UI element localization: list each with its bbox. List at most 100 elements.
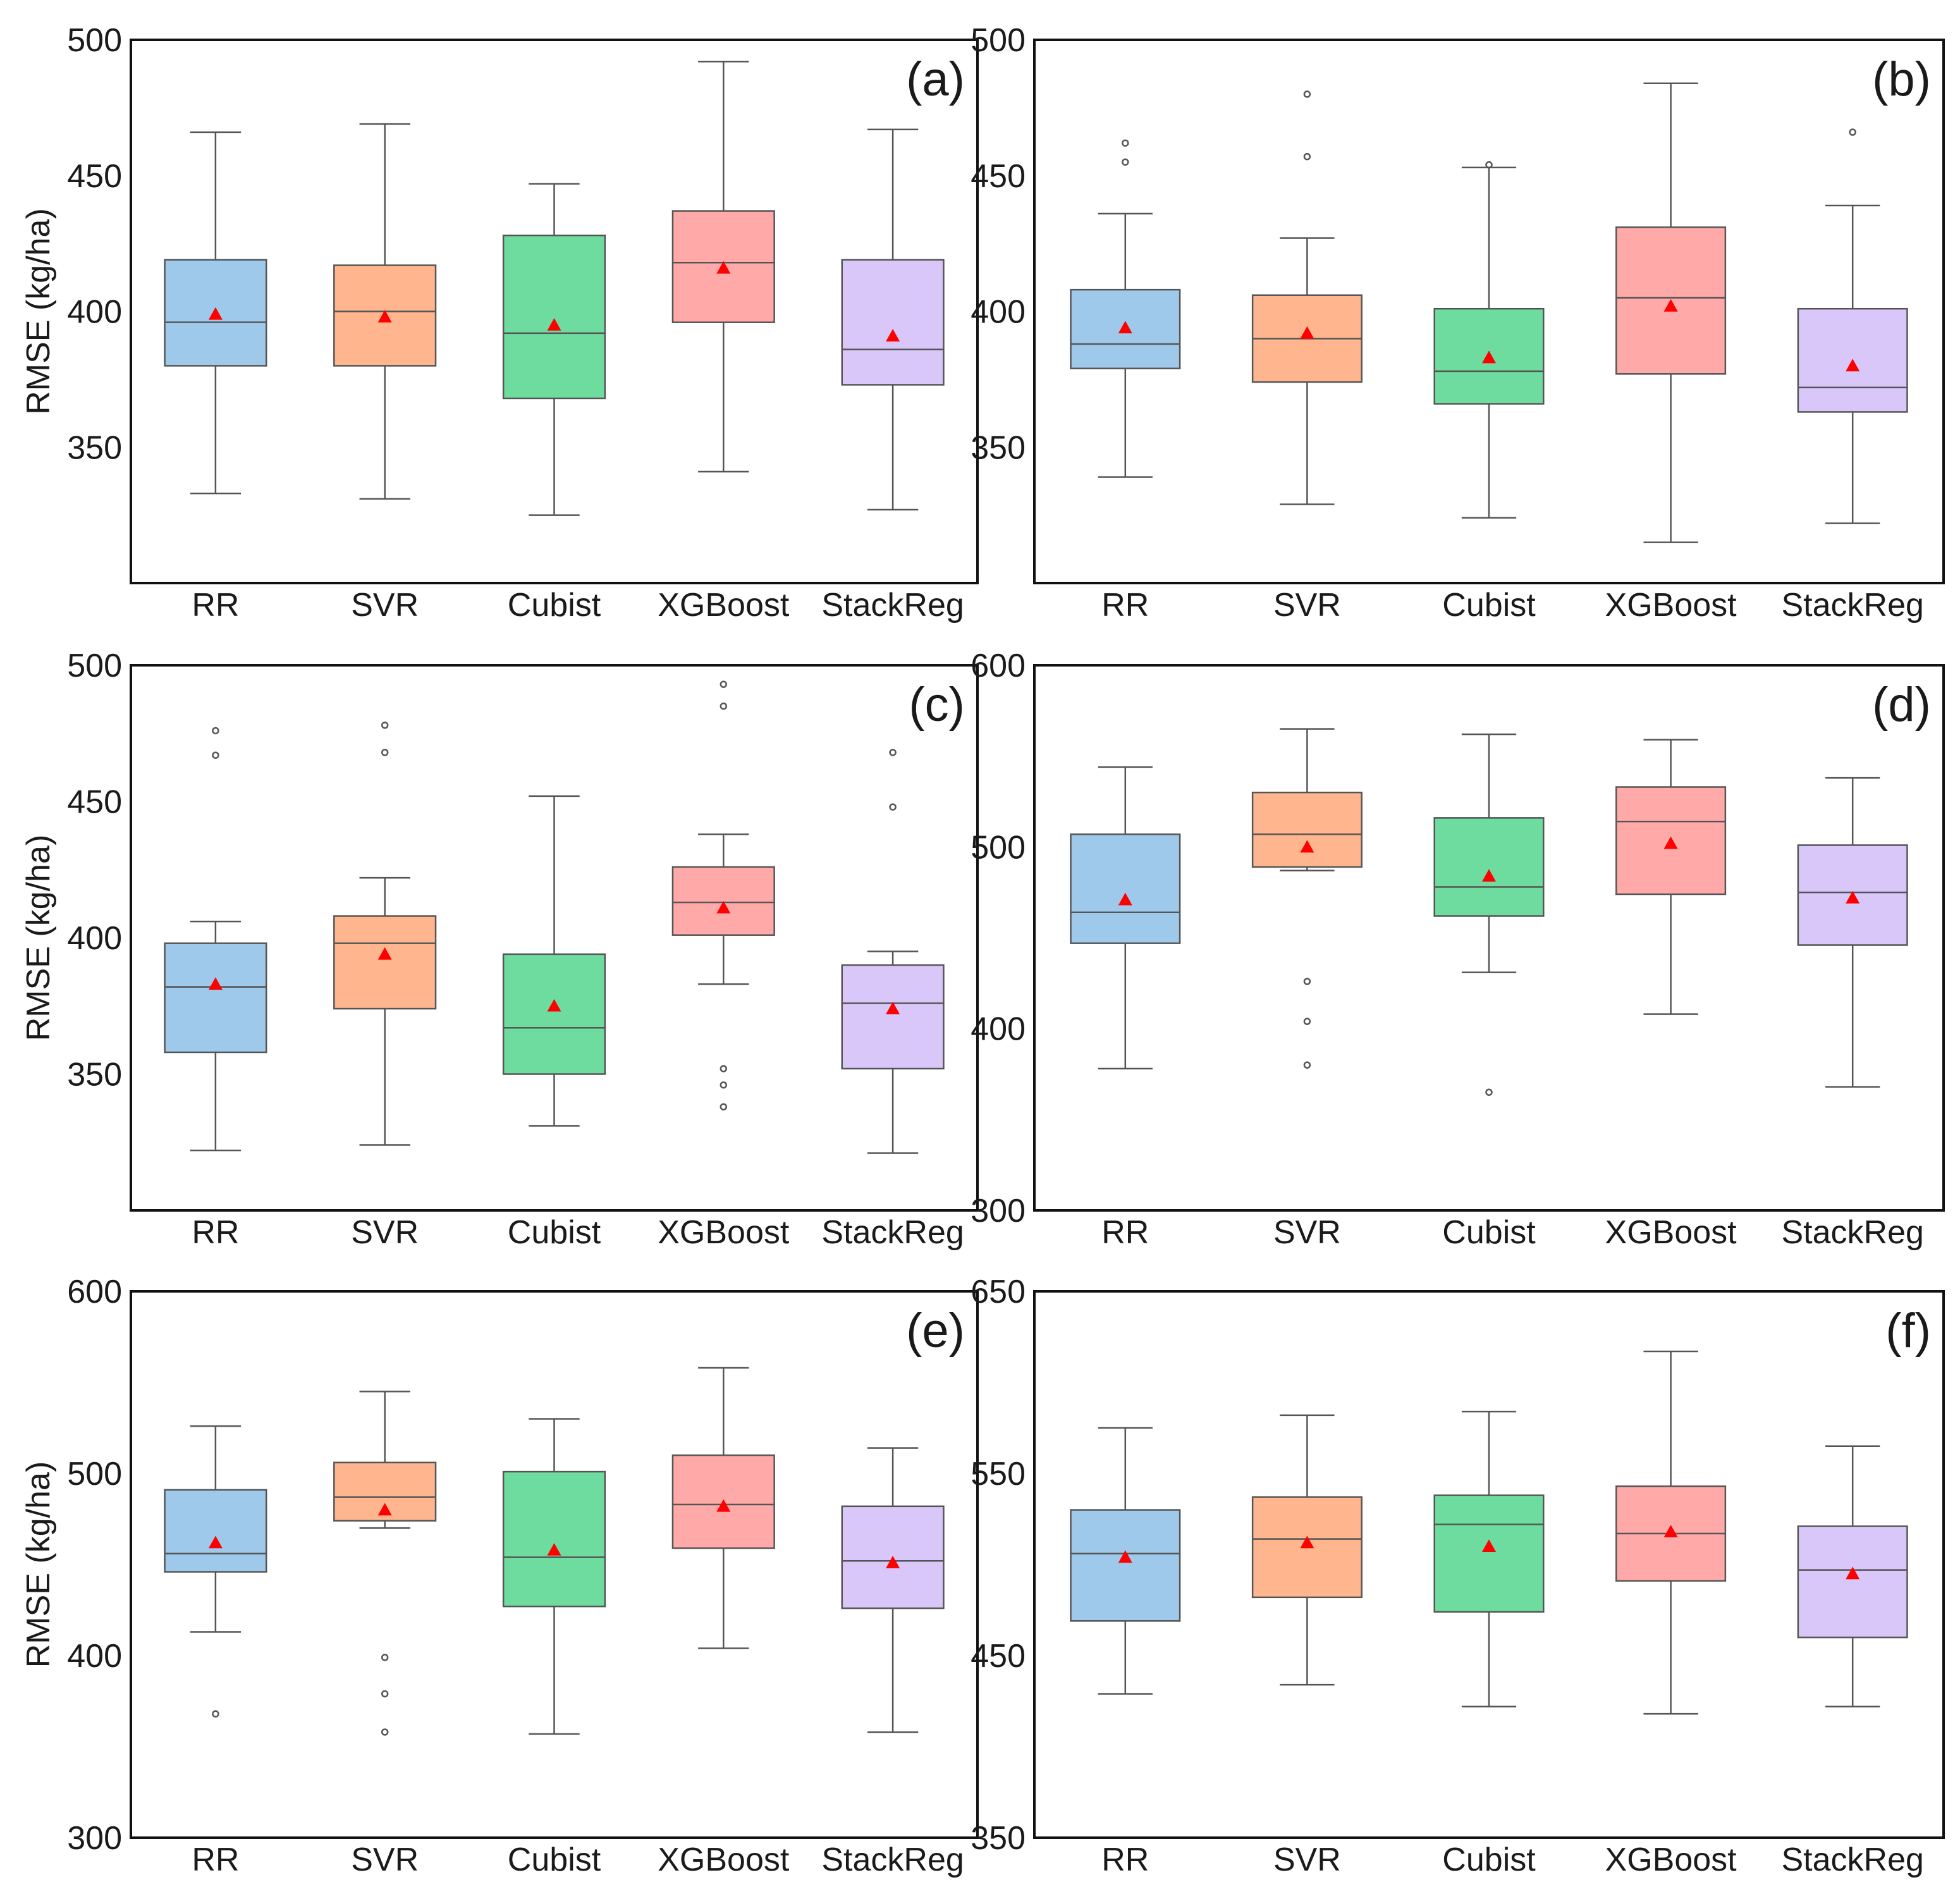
y-tick-label: 600	[67, 1274, 122, 1310]
y-tick-label: 300	[67, 1820, 122, 1857]
iqr-box	[1251, 791, 1363, 868]
x-tick-label: SVR	[351, 587, 419, 624]
panel-e: RR SVR Cubist XGBoost StackReg 300 400 500 600 (e…	[20, 1274, 979, 1878]
panel-label: (f)	[1885, 1304, 1931, 1358]
panel-label: (d)	[1872, 678, 1931, 732]
x-tick-label: XGBoost	[1605, 1842, 1737, 1878]
panel-b: RR SVR Cubist XGBoost StackReg 350 400 450 500 (b…	[971, 22, 1945, 624]
iqr-box	[1070, 833, 1181, 944]
mean-marker	[208, 307, 223, 320]
y-tick-label: 450	[971, 158, 1026, 195]
outlier-point	[889, 803, 897, 811]
mean-marker	[1482, 869, 1496, 882]
x-tick-label: StackReg	[1781, 1214, 1923, 1251]
iqr-box	[1433, 1494, 1545, 1613]
mean-marker	[377, 310, 392, 323]
box-rr	[164, 131, 267, 495]
mean-marker	[377, 947, 392, 960]
iqr-box	[841, 964, 945, 1070]
outlier-point	[1122, 139, 1129, 147]
mean-marker	[886, 329, 900, 341]
x-tick-label: Cubist	[508, 1842, 601, 1878]
y-tick-label: 550	[971, 1456, 1026, 1492]
box-stackreg	[1797, 1445, 1908, 1707]
outlier-point	[1303, 1018, 1311, 1025]
mean-marker	[1118, 892, 1132, 906]
box-xgboost	[671, 1367, 775, 1649]
outlier-point	[720, 1065, 728, 1073]
mean-marker	[1663, 836, 1678, 849]
y-tick-label: 450	[67, 158, 122, 195]
y-tick-label: 400	[971, 1011, 1026, 1048]
iqr-box	[841, 259, 945, 386]
box-stackreg	[1797, 777, 1908, 1088]
y-tick-label: 500	[971, 829, 1026, 866]
axes-frame	[130, 664, 979, 1212]
outlier-point	[381, 722, 389, 729]
panel-label: (e)	[906, 1304, 965, 1358]
mean-marker	[208, 977, 223, 990]
y-tick-label: 500	[67, 648, 122, 684]
x-tick-label: SVR	[1273, 1214, 1341, 1251]
axes-frame	[130, 39, 979, 584]
box-xgboost	[1615, 82, 1727, 543]
outlier-point	[1303, 1061, 1311, 1069]
outlier-point	[212, 727, 219, 735]
y-tick-label: 400	[67, 920, 122, 957]
axes-frame	[1033, 664, 1945, 1212]
y-tick-label: 400	[971, 294, 1026, 331]
box-stackreg	[1797, 128, 1908, 524]
panel-c: RR SVR Cubist XGBoost StackReg 350 400 450 500 (c…	[20, 648, 979, 1251]
mean-marker	[716, 261, 731, 274]
y-axis-label: RMSE (kg/ha)	[20, 1461, 57, 1668]
x-tick-label: RR	[192, 1842, 239, 1878]
y-tick-label: 600	[971, 648, 1026, 684]
y-tick-label: 300	[971, 1193, 1026, 1229]
x-tick-label: StackReg	[821, 587, 964, 624]
x-tick-label: StackReg	[1781, 587, 1923, 624]
mean-marker	[1118, 321, 1132, 334]
panel-label: (c)	[909, 678, 965, 732]
panel-label: (b)	[1872, 52, 1931, 106]
outlier-point	[1303, 90, 1311, 98]
x-tick-label: Cubist	[508, 587, 601, 624]
outlier-point	[212, 1710, 219, 1718]
x-tick-label: SVR	[351, 1214, 419, 1251]
mean-marker	[547, 317, 561, 331]
box-stackreg	[841, 1447, 945, 1733]
y-tick-label: 450	[971, 1638, 1026, 1675]
x-tick-label: RR	[1101, 1214, 1149, 1251]
mean-marker	[377, 1503, 392, 1516]
iqr-box	[164, 1489, 267, 1573]
x-tick-label: Cubist	[1442, 1842, 1536, 1878]
outlier-point	[1303, 152, 1311, 161]
iqr-box	[164, 942, 267, 1054]
mean-marker	[547, 999, 561, 1012]
box-cubist	[1433, 733, 1545, 1096]
y-tick-label: 350	[67, 429, 122, 466]
outlier-point	[720, 702, 728, 710]
outlier-point	[381, 1654, 389, 1661]
box-rr	[1070, 766, 1181, 1070]
mean-marker	[1300, 1535, 1314, 1549]
iqr-box	[1070, 1509, 1181, 1622]
outlier-point	[1303, 978, 1311, 985]
y-tick-label: 500	[67, 1456, 122, 1492]
x-tick-label: Cubist	[1442, 1214, 1536, 1251]
outlier-point	[720, 1103, 728, 1110]
outlier-point	[720, 680, 728, 688]
box-svr	[333, 1391, 437, 1736]
x-tick-label: RR	[192, 587, 239, 624]
outlier-point	[381, 1728, 389, 1736]
x-tick-label: RR	[1101, 587, 1149, 624]
axes-frame	[1033, 39, 1945, 584]
panel-f: RR SVR Cubist XGBoost StackReg 350 450 550 650 (f…	[971, 1274, 1945, 1878]
x-tick-label: RR	[1101, 1842, 1149, 1878]
mean-marker	[886, 1556, 900, 1568]
x-tick-label: SVR	[351, 1842, 419, 1878]
box-xgboost	[671, 61, 775, 473]
mean-marker	[1118, 1550, 1132, 1563]
iqr-box	[502, 953, 606, 1075]
mean-marker	[1300, 326, 1314, 339]
